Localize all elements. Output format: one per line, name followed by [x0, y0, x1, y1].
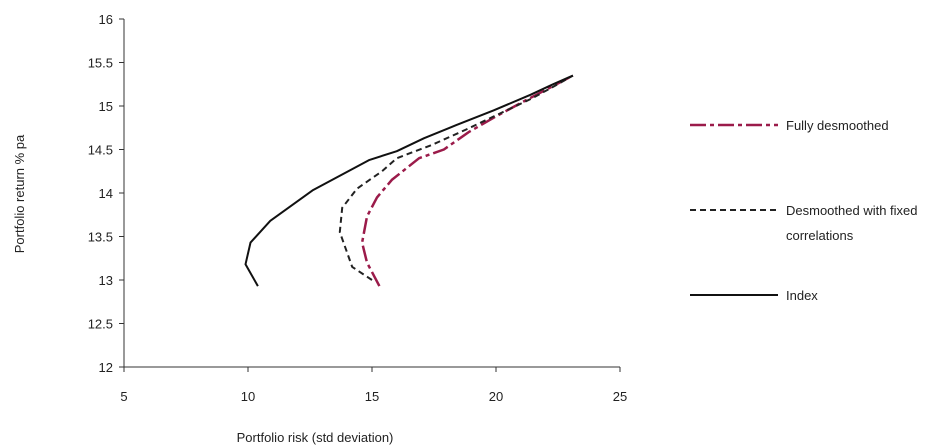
- x-tick-label: 15: [365, 389, 379, 404]
- y-tick-label: 12.5: [88, 317, 113, 332]
- y-tick-label: 13.5: [88, 230, 113, 245]
- y-ticks: 12 12.5 13 13.5 14 14.5 15 15.5 16: [88, 12, 124, 375]
- legend-item-index: Index: [690, 288, 818, 303]
- series-line-1: [338, 74, 574, 281]
- axes: [123, 19, 620, 368]
- x-ticks: 5 10 15 20 25: [120, 367, 627, 404]
- x-tick-label: 10: [241, 389, 255, 404]
- y-tick-label: 16: [99, 12, 113, 27]
- y-tick-label: 13: [99, 273, 113, 288]
- y-tick-label: 15: [99, 99, 113, 114]
- x-axis-title: Portfolio risk (std deviation): [237, 430, 394, 445]
- series-layer: [244, 74, 574, 287]
- x-tick-label: 5: [120, 389, 127, 404]
- x-tick-label: 25: [613, 389, 627, 404]
- legend-item-desmoothed-fixed: Desmoothed with fixed correlations: [690, 203, 918, 243]
- x-tick-label: 20: [489, 389, 503, 404]
- y-tick-label: 12: [99, 360, 113, 375]
- series-line-2: [244, 74, 574, 287]
- series-line-0: [360, 74, 574, 287]
- legend: Fully desmoothed Desmoothed with fixed c…: [690, 118, 918, 303]
- legend-label-desmoothed-fixed-line2: correlations: [786, 228, 854, 243]
- legend-label-index: Index: [786, 288, 818, 303]
- y-axis-title: Portfolio return % pa: [12, 134, 27, 253]
- y-tick-label: 14.5: [88, 143, 113, 158]
- y-tick-label: 15.5: [88, 56, 113, 71]
- y-tick-label: 14: [99, 186, 113, 201]
- legend-label-fully-desmoothed: Fully desmoothed: [786, 118, 889, 133]
- legend-label-desmoothed-fixed: Desmoothed with fixed: [786, 203, 918, 218]
- legend-item-fully-desmoothed: Fully desmoothed: [690, 118, 889, 133]
